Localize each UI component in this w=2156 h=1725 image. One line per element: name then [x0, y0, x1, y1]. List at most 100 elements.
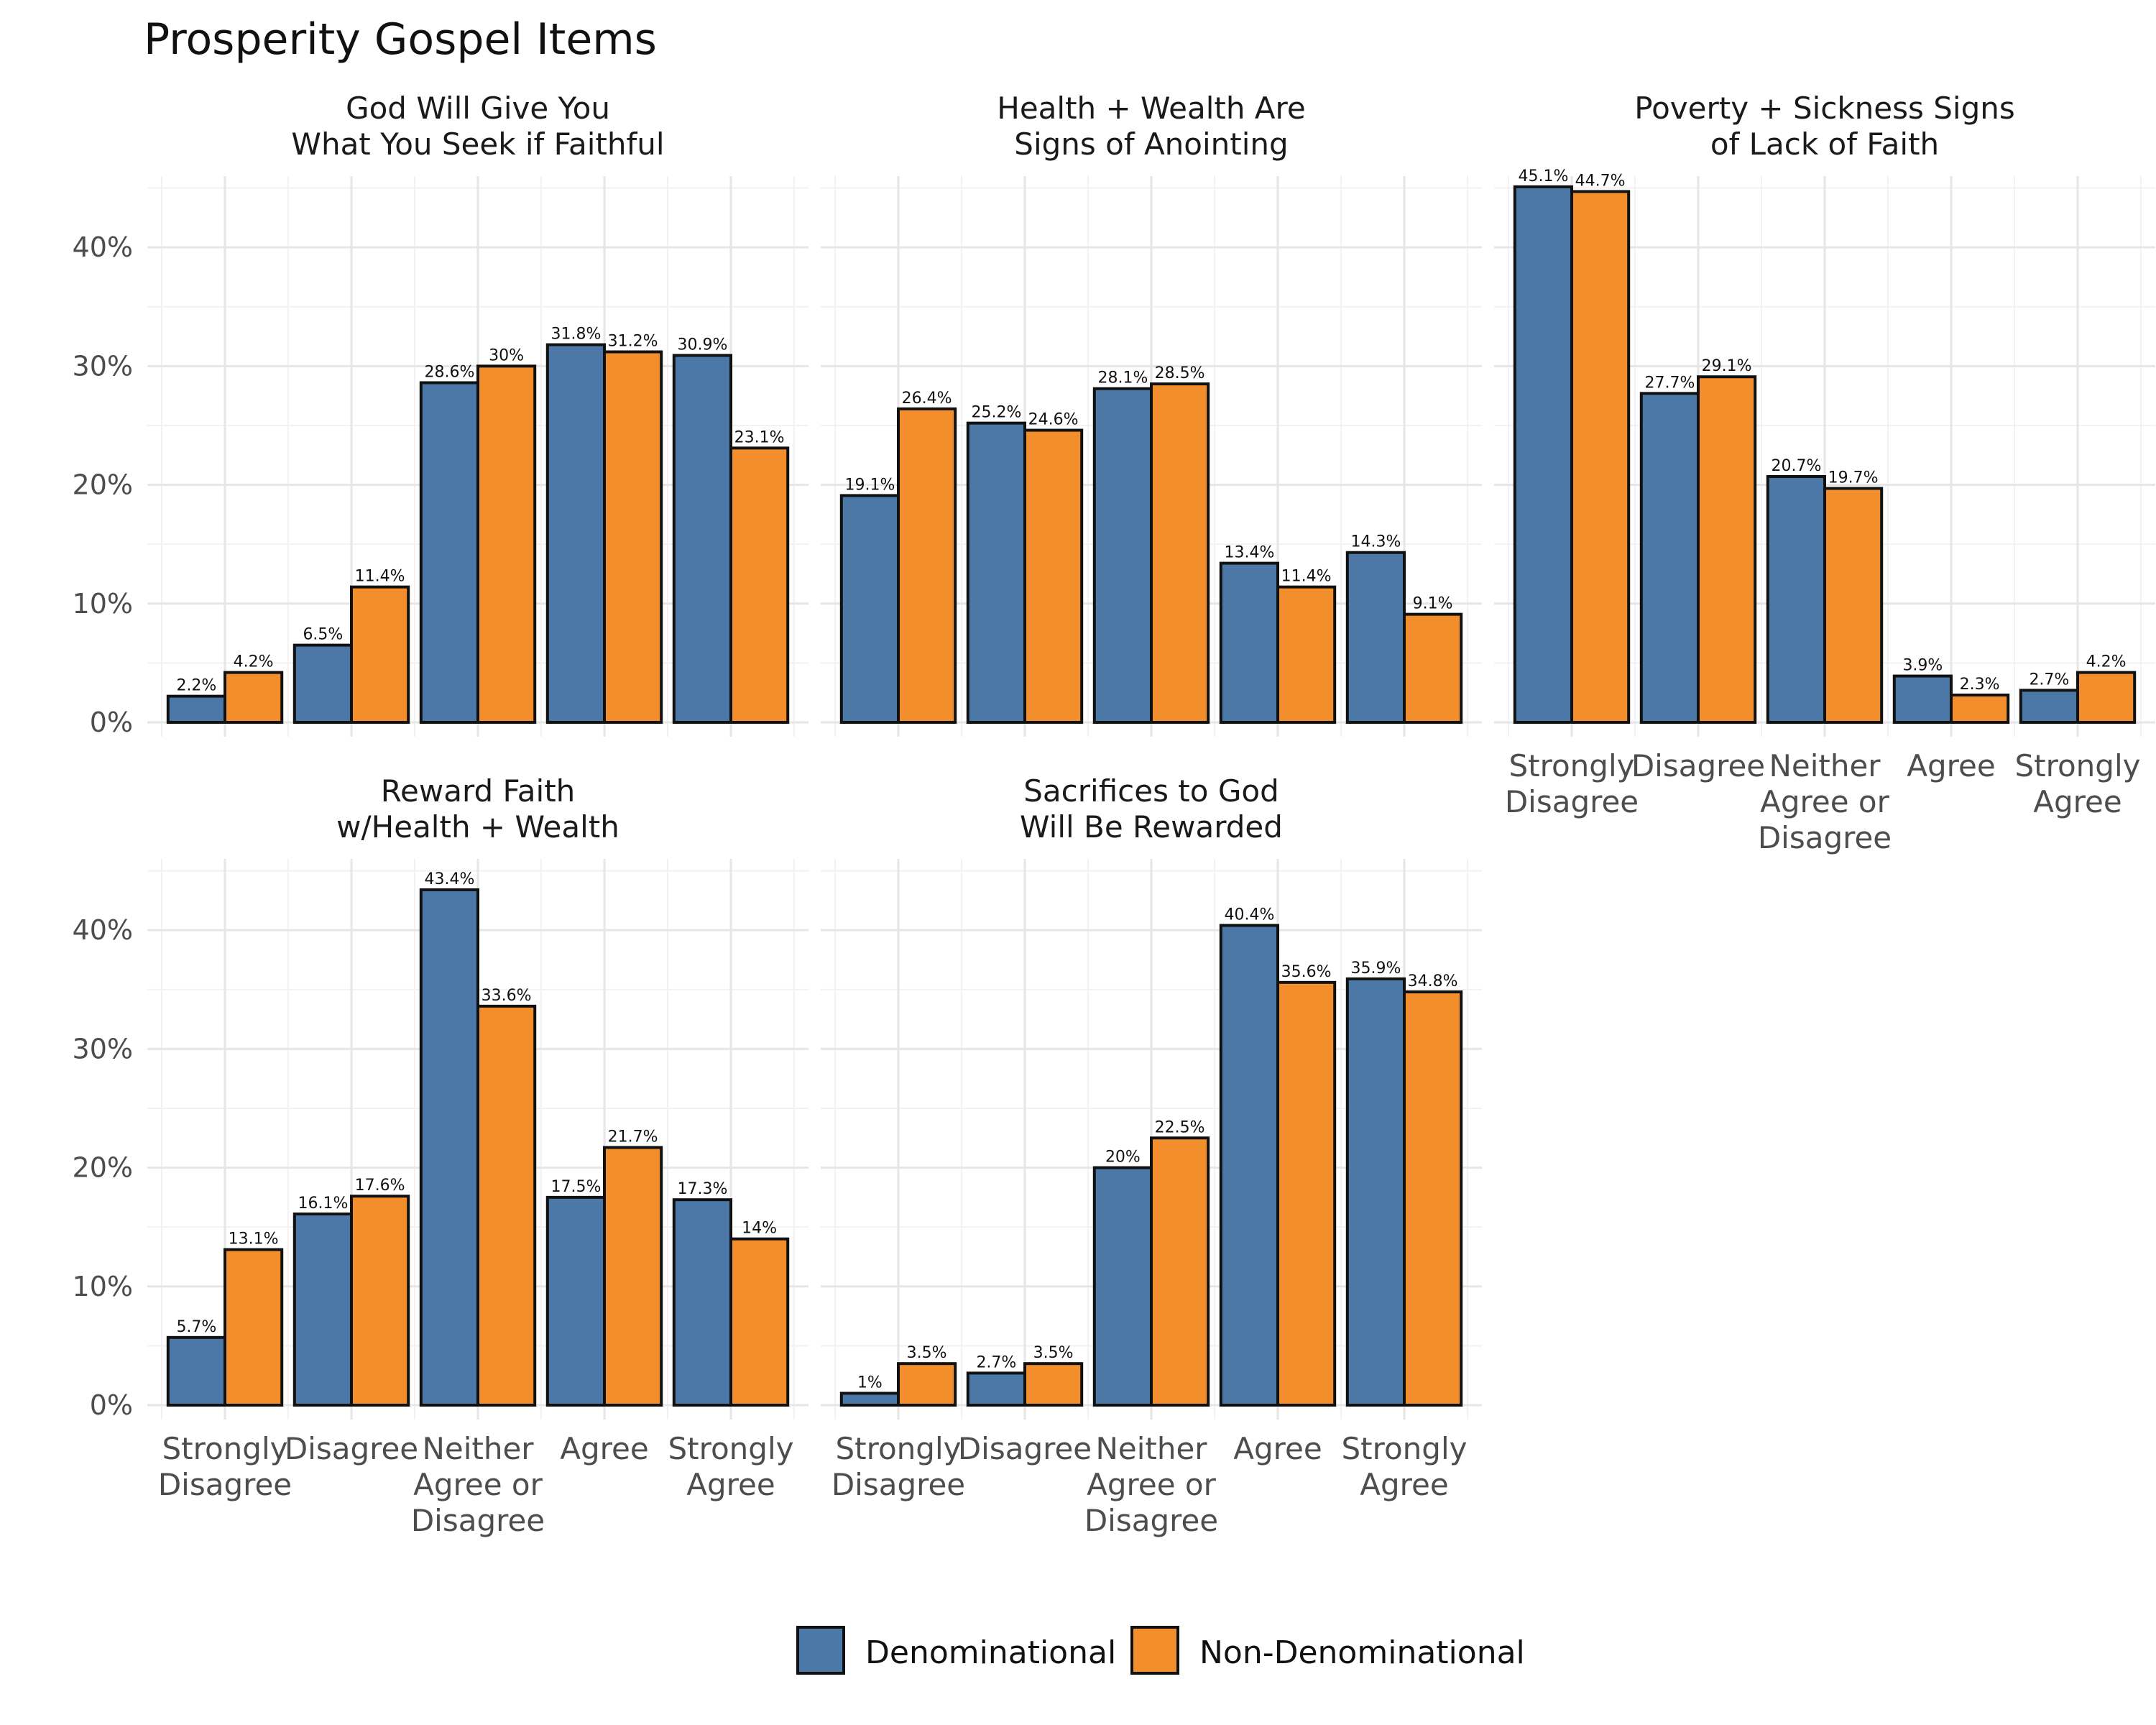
bar [672, 1198, 732, 1407]
legend: Denominational Non-Denominational [796, 1626, 1525, 1675]
legend-label: Denominational [865, 1634, 1116, 1671]
bar [419, 888, 479, 1407]
y-tick-label: 30% [73, 1033, 133, 1064]
legend-label: Non-Denominational [1199, 1634, 1525, 1671]
bar [839, 1392, 900, 1407]
data-label: 2.7% [2029, 671, 2069, 689]
bar [1023, 1362, 1084, 1407]
bar [292, 643, 353, 724]
bar [1276, 980, 1337, 1407]
x-tick-label: Agree [1360, 1467, 1448, 1502]
data-label: 25.2% [971, 404, 1021, 422]
bar [2076, 671, 2137, 724]
panel-title: of Lack of Faith [1710, 126, 1939, 162]
data-label: 30% [489, 346, 524, 364]
bar [1276, 585, 1337, 724]
x-tick-label: Agree or [1760, 784, 1889, 819]
bar [1823, 487, 1884, 724]
x-tick-label: Agree or [1087, 1467, 1216, 1502]
data-label: 44.7% [1575, 172, 1626, 190]
bar [419, 381, 479, 724]
data-label: 13.1% [229, 1230, 279, 1248]
data-label: 17.5% [550, 1178, 601, 1196]
x-tick-label: Disagree [831, 1467, 965, 1502]
data-label: 13.4% [1224, 544, 1274, 562]
y-tick-label: 20% [73, 1152, 133, 1184]
legend-swatch [1130, 1626, 1179, 1675]
data-label: 9.1% [1413, 595, 1453, 613]
bar [1092, 387, 1153, 724]
x-tick-label: Neither [1095, 1431, 1207, 1466]
y-tick-label: 40% [73, 231, 133, 263]
bar [1150, 1136, 1210, 1407]
bar [1513, 185, 1574, 724]
data-label: 3.5% [1033, 1344, 1074, 1362]
bar [729, 446, 790, 724]
bar [476, 1004, 537, 1407]
data-label: 19.1% [844, 476, 895, 494]
y-tick-label: 0% [90, 1389, 133, 1421]
data-label: 35.9% [1350, 960, 1401, 978]
x-tick-label: Neither [422, 1431, 534, 1466]
bar [1150, 382, 1210, 724]
bar [1892, 674, 1953, 724]
bar [292, 1213, 353, 1407]
x-tick-label: Strongly [1509, 748, 1635, 783]
bar [166, 1335, 226, 1407]
data-label: 20% [1105, 1149, 1141, 1167]
bar [1403, 990, 1463, 1407]
y-tick-label: 0% [90, 707, 133, 738]
data-label: 20.7% [1771, 457, 1821, 475]
data-label: 6.5% [303, 626, 343, 644]
data-label: 30.9% [677, 336, 727, 354]
bar [1403, 612, 1463, 724]
data-label: 2.3% [1960, 676, 2000, 694]
bar [1639, 392, 1700, 724]
y-tick-label: 20% [73, 469, 133, 501]
legend-swatch [796, 1626, 845, 1675]
x-tick-label: Strongly [1342, 1431, 1468, 1466]
bar [1219, 561, 1280, 724]
bar [729, 1237, 790, 1407]
bar [224, 1248, 284, 1407]
data-label: 19.7% [1828, 469, 1879, 487]
data-label: 33.6% [482, 987, 532, 1005]
bar [897, 407, 957, 724]
data-label: 17.6% [355, 1177, 405, 1195]
data-label: 29.1% [1702, 357, 1752, 375]
data-label: 28.5% [1155, 364, 1205, 382]
data-label: 17.3% [677, 1180, 727, 1198]
bar [672, 354, 732, 724]
panel-title: God Will Give You [346, 91, 610, 126]
x-tick-label: Disagree [1631, 748, 1765, 783]
bar [1697, 375, 1757, 724]
data-label: 3.5% [907, 1344, 947, 1362]
chart-title: Prosperity Gospel Items [144, 14, 657, 65]
x-tick-label: Disagree [1505, 784, 1639, 819]
panel-title: Health + Wealth Are [997, 91, 1305, 126]
x-tick-label: Strongly [2015, 748, 2141, 783]
data-label: 11.4% [1281, 568, 1332, 586]
bar [1570, 190, 1631, 724]
bar [1023, 428, 1084, 724]
bar [1950, 694, 2010, 724]
data-label: 45.1% [1518, 167, 1568, 185]
panel-title: Will Be Rewarded [1020, 809, 1283, 845]
x-tick-label: Strongly [668, 1431, 794, 1466]
bar [966, 1371, 1027, 1407]
x-tick-label: Agree [560, 1431, 648, 1466]
data-label: 31.2% [608, 333, 658, 351]
data-label: 22.5% [1155, 1118, 1205, 1136]
bar [350, 1195, 410, 1407]
bar [545, 343, 606, 724]
x-tick-label: Strongly [162, 1431, 288, 1466]
data-label: 28.1% [1097, 369, 1148, 387]
y-tick-label: 40% [73, 914, 133, 946]
data-label: 24.6% [1028, 411, 1079, 429]
data-label: 11.4% [355, 568, 405, 586]
